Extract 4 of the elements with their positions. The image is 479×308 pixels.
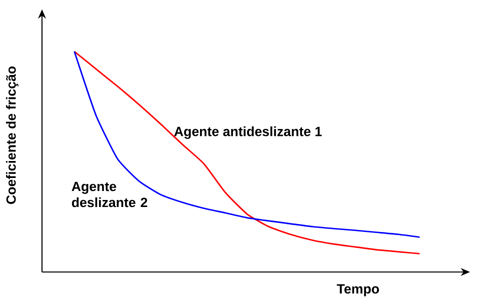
series-label: Agente deslizante 2 (72, 182, 148, 208)
y-axis-title: Coeficiente de fricção (6, 66, 18, 204)
x-axis-title: Tempo (336, 284, 379, 296)
series-label: Agente antideslizante 1 (174, 126, 322, 139)
